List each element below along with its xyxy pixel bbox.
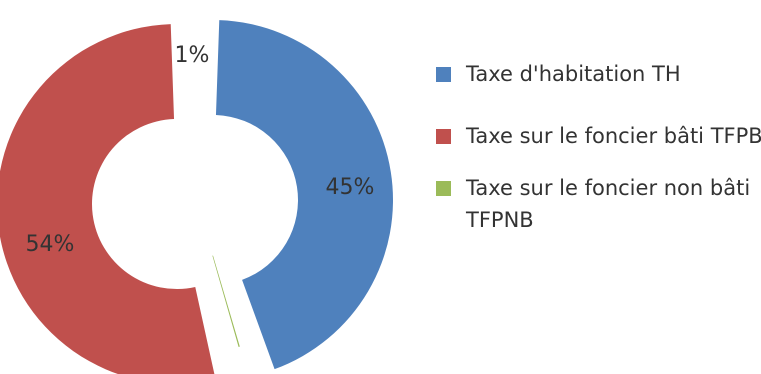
- label-taxe-foncier-bati: 54%: [26, 232, 75, 257]
- label-taxe-foncier-non-bati: 1%: [175, 43, 210, 68]
- legend-item-tfpnb: Taxe sur le foncier non bâti TFPNB: [436, 172, 761, 236]
- donut-chart: 45% 1% 54%: [0, 20, 394, 374]
- slice-taxe-habitation: [215, 20, 394, 370]
- slice-taxe-foncier-bati: [0, 24, 215, 374]
- label-taxe-habitation: 45%: [326, 175, 375, 200]
- legend-swatch-tfpb: [436, 129, 451, 144]
- legend-item-tfpb: Taxe sur le foncier bâti TFPB: [436, 120, 761, 152]
- legend-swatch-tfpnb: [436, 181, 451, 196]
- legend-label-tfpnb: Taxe sur le foncier non bâti TFPNB: [466, 176, 751, 232]
- slice-taxe-foncier-non-bati: [212, 255, 240, 348]
- chart-legend: Taxe d'habitation TH Taxe sur le foncier…: [436, 58, 761, 236]
- legend-swatch-th: [436, 67, 451, 82]
- legend-label-tfpb: Taxe sur le foncier bâti TFPB: [466, 124, 761, 148]
- legend-item-th: Taxe d'habitation TH: [436, 58, 761, 90]
- legend-label-th: Taxe d'habitation TH: [466, 62, 681, 86]
